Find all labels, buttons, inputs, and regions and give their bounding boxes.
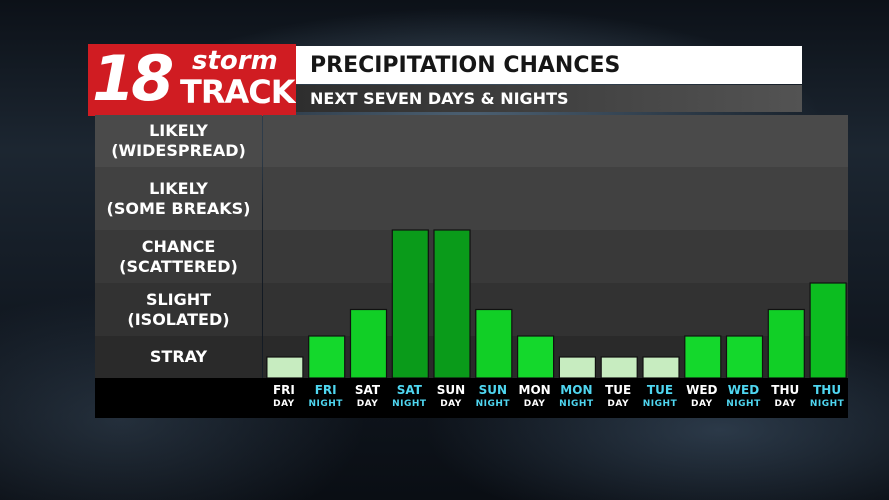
day-name-label: SUN	[436, 383, 466, 397]
day-label: SUN NIGHT	[472, 383, 514, 410]
day-name-label: SAT	[396, 383, 422, 397]
day-label: WED NIGHT	[723, 383, 765, 410]
precip-bar	[308, 335, 346, 378]
level-label-3: CHANCE (SCATTERED)	[95, 230, 262, 283]
day-part-label: NIGHT	[392, 399, 427, 409]
day-part-label: DAY	[774, 399, 797, 409]
level-band	[263, 230, 848, 283]
day-name-label: MON	[560, 383, 593, 397]
precip-bar	[558, 356, 596, 378]
day-label: MON DAY	[514, 383, 556, 410]
day-label: WED DAY	[681, 383, 723, 410]
day-part-label: NIGHT	[559, 399, 594, 409]
title-bar: PRECIPITATION CHANCES	[296, 46, 802, 84]
day-name-label: WED	[686, 383, 718, 397]
day-name-label: THU	[813, 383, 842, 397]
level-label-1: STRAY	[95, 336, 262, 378]
day-part-label: NIGHT	[726, 399, 761, 409]
day-part-label: DAY	[523, 399, 546, 409]
day-name-label: FRI	[314, 383, 337, 397]
day-part-label: NIGHT	[475, 399, 511, 409]
day-label: SUN DAY	[430, 383, 472, 410]
day-label: FRI DAY	[263, 383, 305, 410]
precip-bar-chart	[263, 115, 848, 378]
day-name-label: SAT	[354, 383, 381, 397]
precip-bar	[266, 356, 304, 378]
day-part-label: DAY	[440, 399, 462, 409]
day-name-label: WED	[727, 383, 760, 397]
day-name-label: SUN	[478, 383, 508, 397]
day-part-label: NIGHT	[642, 399, 678, 409]
day-name-label: FRI	[272, 383, 295, 397]
day-label: TUE DAY	[597, 383, 639, 410]
precip-bar	[600, 356, 638, 378]
day-part-label: DAY	[607, 399, 629, 409]
day-label: SAT NIGHT	[388, 383, 430, 410]
day-part-label: NIGHT	[809, 399, 845, 409]
day-label: FRI NIGHT	[305, 383, 347, 410]
day-name-label: TUE	[605, 383, 632, 397]
precip-bar	[767, 308, 805, 378]
day-part-label: DAY	[691, 399, 713, 409]
precip-bar	[433, 229, 471, 378]
precip-bar	[642, 356, 680, 378]
day-label: THU DAY	[764, 383, 806, 410]
level-label-panel: LIKELY (WIDESPREAD) LIKELY (SOME BREAKS) CHA…	[95, 115, 262, 378]
logo-track-word: TRACK	[180, 73, 296, 111]
day-label: SAT DAY	[347, 383, 389, 410]
day-part-label: NIGHT	[308, 399, 343, 409]
precip-bar	[809, 282, 847, 378]
day-label: THU NIGHT	[806, 383, 848, 410]
day-label: MON NIGHT	[555, 383, 597, 410]
day-name-label: THU	[771, 383, 800, 397]
station-logo: 18 storm TRACK	[88, 44, 296, 116]
chart-subtitle: NEXT SEVEN DAYS & NIGHTS	[310, 89, 569, 108]
level-band	[263, 115, 848, 167]
day-label: TUE NIGHT	[639, 383, 681, 410]
logo-storm-word: storm	[192, 46, 278, 76]
level-label-2: SLIGHT (ISOLATED)	[95, 283, 262, 336]
day-axis: FRI DAY FRI NIGHT SAT DAY SAT NIGHT SUN DAY SUN NIG…	[95, 378, 848, 418]
day-name-label: TUE	[646, 383, 674, 397]
day-part-label: DAY	[273, 399, 295, 409]
precip-bar	[391, 229, 429, 378]
level-band	[263, 167, 848, 230]
subtitle-bar: NEXT SEVEN DAYS & NIGHTS	[296, 85, 802, 112]
day-part-label: DAY	[356, 399, 379, 409]
level-label-5: LIKELY (WIDESPREAD)	[95, 115, 262, 167]
precip-bar	[684, 335, 722, 378]
chart-title: PRECIPITATION CHANCES	[310, 53, 621, 78]
level-label-4: LIKELY (SOME BREAKS)	[95, 167, 262, 230]
precip-bar	[517, 335, 555, 378]
logo-number: 18	[92, 42, 174, 115]
precip-bar	[349, 308, 388, 378]
precip-bar	[475, 308, 513, 378]
day-name-label: MON	[518, 383, 551, 397]
precip-bar	[725, 335, 764, 378]
chart-plot-area	[263, 115, 848, 378]
